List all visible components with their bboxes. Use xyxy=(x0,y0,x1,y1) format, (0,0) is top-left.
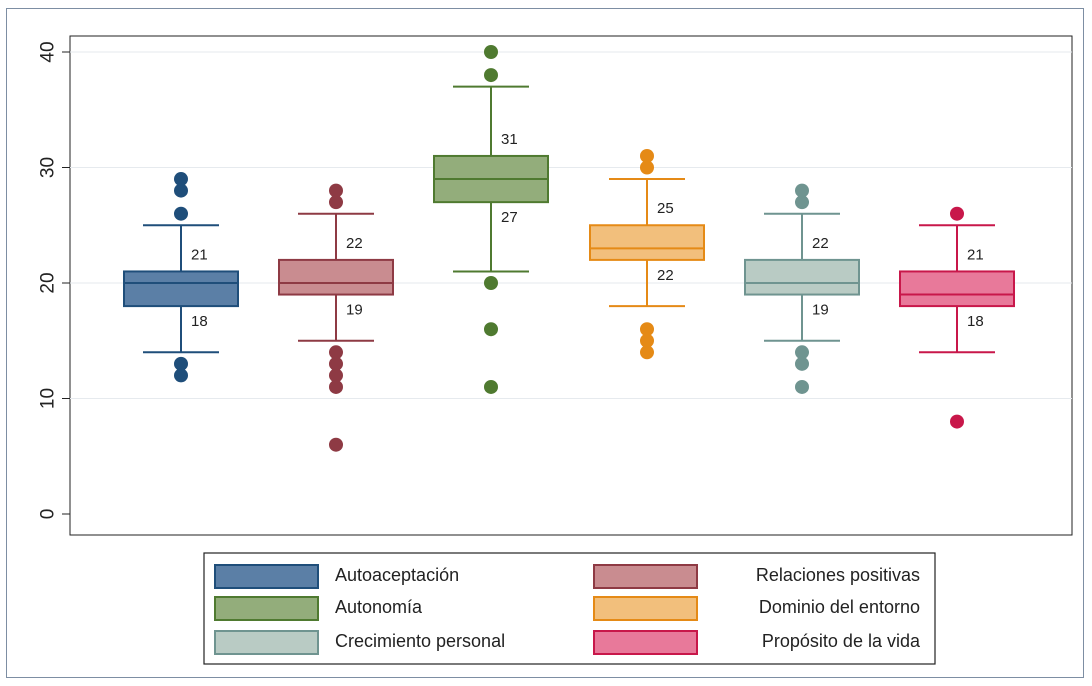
outlier-point xyxy=(795,379,809,394)
outlier-point xyxy=(640,160,654,175)
legend-entry-6: Propósito de la vida xyxy=(593,630,921,655)
box-3: 31 27 xyxy=(433,45,549,394)
outlier-point xyxy=(484,322,498,337)
outlier-point xyxy=(795,183,809,198)
y-tick-label: 0 xyxy=(38,509,59,520)
iqr-box xyxy=(278,258,394,296)
y-tick-label: 10 xyxy=(38,388,59,409)
outlier-point xyxy=(950,414,964,429)
legend-entry-4: Dominio del entorno xyxy=(593,596,920,621)
legend-swatch xyxy=(593,564,698,589)
legend-label: Autoaceptación xyxy=(335,565,459,585)
outlier-point xyxy=(329,379,343,394)
legend-label: Dominio del entorno xyxy=(759,597,920,617)
y-tick-label: 40 xyxy=(38,41,59,62)
q3-label: 22 xyxy=(812,235,829,252)
outlier-point xyxy=(484,45,498,59)
legend: Autoaceptación Relaciones positivas Autono… xyxy=(203,552,936,665)
box-6: 21 18 xyxy=(899,206,1015,429)
q1-label: 22 xyxy=(657,267,674,284)
legend-entry-3: Autonomía xyxy=(214,596,423,621)
q1-label: 18 xyxy=(191,313,208,330)
outlier-point xyxy=(174,183,188,198)
outlier-point xyxy=(640,322,654,337)
legend-swatch xyxy=(214,596,319,621)
q1-label: 19 xyxy=(812,302,829,319)
outlier-point xyxy=(329,183,343,198)
legend-swatch xyxy=(593,596,698,621)
outlier-point xyxy=(640,148,654,163)
outlier-point xyxy=(329,345,343,360)
outlier-point xyxy=(174,206,188,221)
outlier-point xyxy=(329,195,343,210)
iqr-box xyxy=(899,270,1015,308)
outlier-point xyxy=(329,437,343,452)
legend-entry-5: Crecimiento personal xyxy=(214,630,505,655)
outlier-point xyxy=(329,356,343,371)
outlier-point xyxy=(795,195,809,210)
outlier-point xyxy=(950,206,964,221)
plot-area: 0 10 20 30 40 21 18 22 19 31 27 25 22 22 19 21 18 xyxy=(38,35,1073,536)
legend-label: Relaciones positivas xyxy=(756,565,920,585)
iqr-box xyxy=(589,224,705,261)
legend-entry-1: Autoaceptación xyxy=(214,564,459,589)
y-tick-label: 20 xyxy=(38,272,59,293)
box-1: 21 18 xyxy=(123,172,239,383)
y-tick-label: 30 xyxy=(38,157,59,178)
legend-swatch xyxy=(214,564,319,589)
iqr-box xyxy=(123,270,239,308)
outlier-point xyxy=(640,345,654,360)
q3-label: 21 xyxy=(191,246,208,263)
q1-label: 18 xyxy=(967,313,984,330)
outlier-point xyxy=(174,356,188,371)
iqr-box xyxy=(744,258,860,296)
legend-label: Propósito de la vida xyxy=(762,631,921,651)
legend-entry-2: Relaciones positivas xyxy=(593,564,920,589)
q1-label: 19 xyxy=(346,302,363,319)
q3-label: 31 xyxy=(501,131,518,148)
legend-label: Crecimiento personal xyxy=(335,631,505,651)
q3-label: 21 xyxy=(967,246,984,263)
outlier-point xyxy=(484,379,498,394)
legend-swatch xyxy=(214,630,319,655)
box-4: 25 22 xyxy=(589,148,705,360)
outlier-point xyxy=(484,68,498,83)
outlier-point xyxy=(795,356,809,371)
q3-label: 22 xyxy=(346,235,363,252)
outlier-point xyxy=(640,333,654,348)
outlier-point xyxy=(484,276,498,290)
legend-swatch xyxy=(593,630,698,655)
outlier-point xyxy=(174,172,188,187)
q1-label: 27 xyxy=(501,209,518,226)
outlier-point xyxy=(795,345,809,360)
box-2: 22 19 xyxy=(278,183,394,452)
box-5: 22 19 xyxy=(744,183,860,394)
outlier-point xyxy=(174,368,188,383)
q3-label: 25 xyxy=(657,200,674,217)
outlier-point xyxy=(329,368,343,383)
legend-label: Autonomía xyxy=(335,597,423,617)
legend-box xyxy=(203,552,936,665)
